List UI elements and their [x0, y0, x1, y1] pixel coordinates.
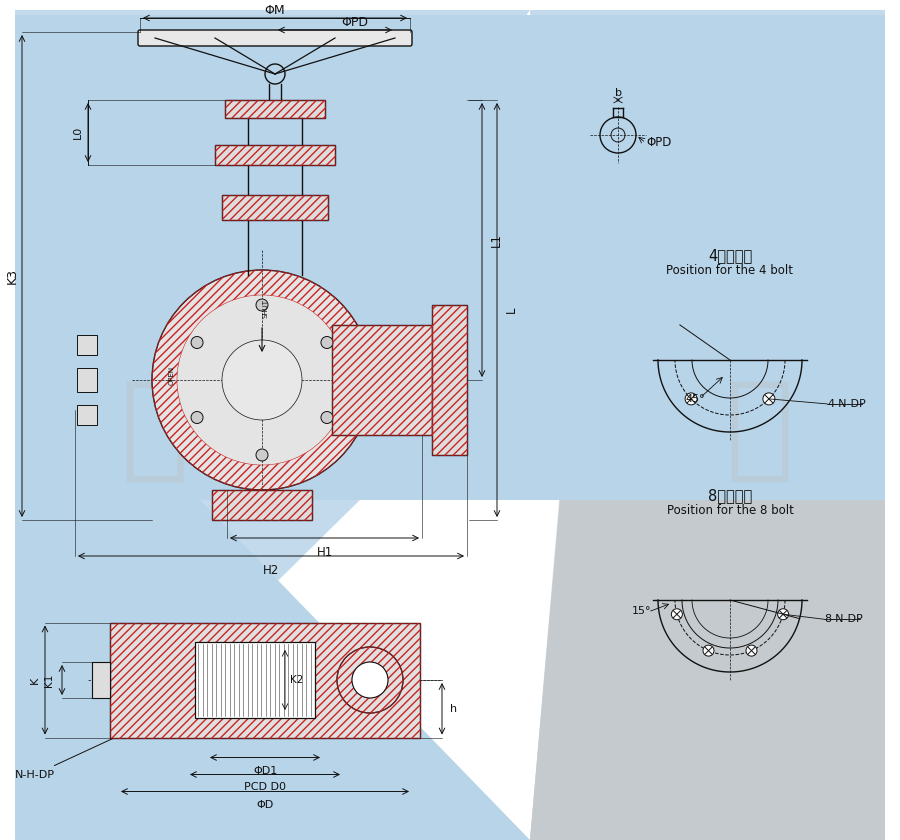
Text: ΦM: ΦM — [265, 3, 285, 17]
Circle shape — [703, 645, 714, 656]
Text: H1: H1 — [317, 546, 333, 559]
Text: K1: K1 — [44, 674, 54, 686]
Circle shape — [352, 662, 388, 698]
Polygon shape — [15, 15, 200, 840]
Text: 4个孔位置: 4个孔位置 — [708, 249, 752, 264]
Circle shape — [222, 340, 302, 420]
Text: ΦD1: ΦD1 — [253, 765, 277, 775]
Circle shape — [778, 609, 788, 620]
Polygon shape — [530, 15, 885, 840]
Bar — [77, 368, 97, 392]
Text: K2: K2 — [290, 675, 303, 685]
Text: Position for the 4 bolt: Position for the 4 bolt — [667, 264, 794, 276]
Polygon shape — [15, 15, 885, 500]
Polygon shape — [15, 490, 370, 840]
Text: ΦPD: ΦPD — [646, 136, 671, 150]
Text: SHUT: SHUT — [263, 299, 269, 318]
Bar — [77, 335, 97, 355]
Bar — [225, 100, 325, 118]
Text: 45°: 45° — [685, 394, 705, 404]
Bar — [195, 642, 315, 718]
Text: PCD D0: PCD D0 — [244, 783, 286, 792]
Text: L1: L1 — [490, 233, 503, 247]
Text: 4-N-DP: 4-N-DP — [827, 399, 866, 409]
Text: 軟: 軟 — [725, 375, 794, 486]
Text: b: b — [615, 88, 622, 98]
Circle shape — [191, 412, 203, 423]
Text: H2: H2 — [263, 564, 279, 577]
Bar — [212, 490, 312, 520]
Text: Position for the 8 bolt: Position for the 8 bolt — [667, 503, 794, 517]
Circle shape — [337, 647, 403, 713]
Text: ΦD: ΦD — [256, 800, 274, 810]
Circle shape — [321, 412, 333, 423]
Bar — [332, 325, 432, 435]
Circle shape — [256, 449, 268, 461]
Circle shape — [763, 393, 775, 405]
FancyBboxPatch shape — [138, 30, 412, 46]
Bar — [110, 622, 420, 738]
Text: L0: L0 — [73, 126, 83, 139]
Text: 15°: 15° — [632, 606, 652, 616]
Text: N-H-DP: N-H-DP — [15, 738, 112, 780]
Bar — [432, 305, 467, 455]
Bar — [215, 145, 335, 165]
Polygon shape — [15, 500, 530, 840]
Circle shape — [191, 337, 203, 349]
Polygon shape — [530, 10, 885, 490]
Bar — [92, 662, 110, 698]
Circle shape — [671, 609, 682, 620]
Text: 8个孔位置: 8个孔位置 — [708, 489, 752, 503]
Polygon shape — [530, 500, 885, 840]
Text: OPEN: OPEN — [169, 365, 175, 385]
Circle shape — [152, 270, 372, 490]
Circle shape — [321, 337, 333, 349]
Text: ΦPD: ΦPD — [341, 15, 368, 29]
Text: K: K — [30, 676, 40, 684]
Circle shape — [256, 299, 268, 311]
Circle shape — [746, 645, 757, 656]
Text: 舩: 舩 — [121, 375, 189, 486]
Bar — [77, 405, 97, 425]
Polygon shape — [530, 490, 885, 840]
Text: L: L — [505, 307, 518, 313]
Polygon shape — [15, 10, 530, 490]
Text: h: h — [450, 704, 457, 714]
Text: K3: K3 — [5, 268, 19, 284]
Circle shape — [685, 393, 698, 405]
Text: 8-N-DP: 8-N-DP — [824, 614, 863, 624]
Bar — [222, 195, 328, 220]
